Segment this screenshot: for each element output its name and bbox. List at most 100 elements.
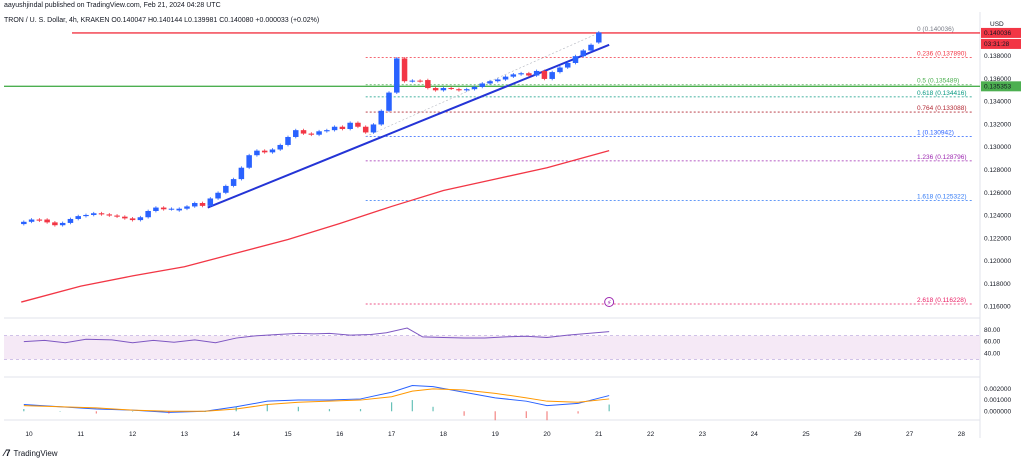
price-tick-label: 0.134000 <box>984 99 1011 106</box>
macd-histogram-bar <box>577 411 579 414</box>
macd-histogram-bar <box>525 411 527 418</box>
candle-body <box>176 208 182 211</box>
publisher-line: aayushjindal published on TradingView.co… <box>4 2 221 9</box>
price-tick-label: 0.126000 <box>984 190 1011 197</box>
time-tick-label: 14 <box>233 431 241 438</box>
candle-body <box>316 131 322 135</box>
candle-body <box>261 150 268 153</box>
price-tick-label: 0.128000 <box>984 167 1011 174</box>
candle-body <box>417 80 423 82</box>
candle-body <box>564 62 571 68</box>
macd-tick-label: 0.002000 <box>984 386 1011 393</box>
candle-body <box>215 192 221 199</box>
time-tick-label: 24 <box>751 431 759 438</box>
macd-histogram-bar <box>328 409 331 412</box>
currency-label: USD <box>990 21 1004 28</box>
time-tick-label: 25 <box>802 431 810 438</box>
fib-level-label: 2.618 (0.116228) <box>917 297 966 304</box>
candle-body <box>386 92 392 111</box>
rsi-tick-label: 60.00 <box>984 339 1001 346</box>
macd-histogram-bar <box>23 409 25 412</box>
macd-tick-label: 0.001000 <box>984 397 1011 404</box>
tradingview-brand: TradingView <box>13 448 58 458</box>
fib-level-label: 0.5 (0.135489) <box>917 78 959 85</box>
rsi-line <box>23 327 610 344</box>
rsi-band <box>4 335 980 360</box>
price-tick-label: 0.124000 <box>984 213 1011 220</box>
time-tick-label: 12 <box>129 431 137 438</box>
macd-tick-label: 0.000000 <box>984 408 1011 415</box>
macd-histogram-bar <box>95 411 97 414</box>
candle-body <box>230 179 237 186</box>
candle-body <box>331 126 338 131</box>
time-tick-label: 20 <box>543 431 551 438</box>
candle-body <box>36 219 43 221</box>
time-tick-label: 27 <box>906 431 914 438</box>
candle-body <box>28 219 35 222</box>
candle-body <box>339 126 346 130</box>
fib-level-label: 1.618 (0.125322) <box>917 194 967 201</box>
candle-body <box>254 150 260 156</box>
current-price-label: 0.140036 <box>984 30 1011 37</box>
candle-body <box>533 70 540 76</box>
time-tick-label: 26 <box>854 431 862 438</box>
candle-body <box>409 80 416 82</box>
candle-body <box>98 213 105 215</box>
time-tick-label: 22 <box>647 431 655 438</box>
time-tick-label: 13 <box>181 431 189 438</box>
candle-body <box>184 206 190 209</box>
candle-body <box>448 88 454 90</box>
macd-histogram-bar <box>359 409 362 412</box>
ohlc-values: O0.140047 H0.140144 L0.139981 C0.140080 … <box>111 17 320 24</box>
candle-body <box>44 219 50 223</box>
candle-body <box>549 72 555 79</box>
macd-histogram-bar <box>546 411 548 421</box>
candle-body <box>456 89 462 91</box>
tradingview-logo-icon: ⁄7 <box>4 448 11 458</box>
tradingview-footer[interactable]: ⁄7 TradingView <box>4 448 58 458</box>
candle-body <box>199 203 206 206</box>
macd-histogram-bar <box>494 411 496 421</box>
candle-body <box>277 144 283 150</box>
macd-histogram-bar <box>59 411 61 412</box>
current-price-tag <box>981 27 1021 38</box>
candle-body <box>347 122 353 130</box>
candle-body <box>207 198 214 206</box>
candle-body <box>137 217 144 221</box>
candle-body <box>557 67 563 73</box>
candle-body <box>425 80 431 89</box>
support-price-tag <box>981 81 1021 92</box>
candle-body <box>106 214 113 216</box>
candle-body <box>378 110 384 125</box>
countdown-label: 03:31:28 <box>984 41 1010 48</box>
macd-histogram-bar <box>432 406 434 412</box>
candle-body <box>479 83 485 87</box>
candle-body <box>495 79 501 82</box>
bullish-trendline <box>207 43 610 209</box>
event-marker-icon <box>604 297 615 307</box>
candle-body <box>67 218 74 223</box>
candle-body <box>129 218 136 221</box>
candle-body <box>83 214 89 217</box>
rsi-tick-label: 40.00 <box>984 350 1001 357</box>
candle-body <box>510 74 517 77</box>
time-tick-label: 21 <box>595 431 603 438</box>
price-tick-label: 0.120000 <box>984 258 1011 265</box>
fib-level-label: 0 (0.140036) <box>917 26 954 33</box>
candle-body <box>300 130 307 134</box>
macd-histogram-bar <box>132 411 134 412</box>
time-tick-label: 11 <box>77 431 84 438</box>
macd-histogram-bar <box>168 411 170 414</box>
candle-body <box>362 126 369 133</box>
candle-body <box>21 221 27 225</box>
time-tick-label: 28 <box>958 431 966 438</box>
symbol-info: TRON / U. S. Dollar, 4h, KRAKEN O0.14004… <box>4 17 319 24</box>
candle-body <box>308 133 315 135</box>
candle-body <box>153 207 159 211</box>
candle-body <box>246 155 252 168</box>
macd-histogram-bar <box>235 406 237 412</box>
candle-body <box>401 58 408 82</box>
candle-body <box>285 136 291 145</box>
time-tick-label: 19 <box>492 431 500 438</box>
